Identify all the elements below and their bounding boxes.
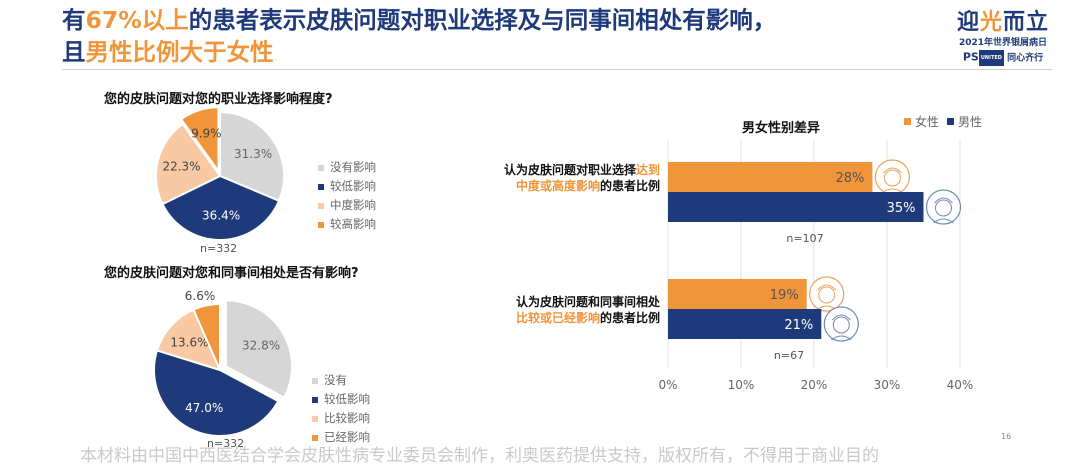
legend-swatch: [318, 202, 324, 209]
logo-main: 迎光而立: [956, 10, 1050, 35]
pie-value-label: 36.4%: [202, 209, 240, 223]
footer-disclaimer: 本材料由中国中西医结合学会皮肤性病专业委员会制作，利奥医药提供支持，版权所有，不…: [80, 446, 879, 466]
legend-label: 男性: [958, 115, 983, 129]
logo-tagline: PS UNITED 同心齐行: [948, 50, 1058, 66]
legend-label: 比较影响: [324, 411, 370, 425]
bar-chart-legend: 女性 男性: [896, 113, 982, 130]
page-number: 16: [1001, 432, 1012, 441]
pie-slice: [161, 174, 281, 241]
bar-chart-gender: 0% 10% 20% 30% 40% 28% 35% n=107 19% 21% n=67: [658, 140, 974, 392]
pie-value-label: 47.0%: [185, 401, 223, 415]
slide-title: 有67%以上的患者表示皮肤问题对职业选择及与同事间相处有影响， 且男性比例大于女…: [62, 4, 932, 68]
pie1-legend: 没有影响较低影响中度影响较高影响: [318, 158, 376, 234]
pie1-title: 您的皮肤问题对您的职业选择影响程度?: [104, 92, 333, 107]
bar-value-label: 35%: [887, 201, 916, 216]
pie-value-label: 22.3%: [162, 159, 200, 173]
pie-chart-coworkers: 32.8% 47.0% 13.6% 6.6%: [153, 289, 294, 437]
legend-item: 较高影响: [318, 215, 376, 234]
female-face-icon: [809, 276, 845, 312]
title-highlight: 男性比例大于女性: [85, 38, 274, 66]
legend-item: 较低影响: [312, 390, 370, 409]
legend-item: 中度影响: [318, 196, 376, 215]
bar: [668, 192, 924, 222]
legend-label: 较低影响: [330, 179, 376, 193]
pie-slice: [153, 349, 280, 437]
legend-swatch: [312, 396, 318, 403]
pie-slice: [179, 106, 220, 175]
bar: [668, 279, 807, 309]
pie-slice: [155, 308, 222, 372]
pie-slice: [225, 299, 294, 399]
pie-slice: [155, 122, 222, 206]
x-tick-label: 40%: [947, 378, 974, 392]
legend-swatch: [312, 415, 318, 422]
bar-chart-title: 男女性别差异: [742, 121, 821, 136]
legend-swatch: [318, 221, 324, 228]
male-face-icon: [925, 189, 962, 225]
x-tick-label: 30%: [874, 378, 901, 392]
legend-swatch: [312, 434, 318, 441]
legend-swatch: [318, 183, 324, 190]
legend-item: 较低影响: [318, 177, 376, 196]
pie1-sample-size: n=332: [200, 242, 238, 255]
sample-size-label: n=107: [786, 232, 823, 245]
bar-group-label-career: 认为皮肤问题对职业选择达到 中度或高度影响的患者比例: [503, 163, 660, 193]
sample-size-label: n=67: [774, 349, 804, 362]
legend-swatch: [947, 118, 955, 125]
pie2-legend: 没有较低影响比较影响已经影响: [312, 371, 370, 447]
legend-label: 较低影响: [324, 392, 370, 406]
pie-value-label: 6.6%: [185, 289, 216, 303]
x-tick-label: 10%: [728, 378, 755, 392]
bar-value-label: 19%: [770, 288, 799, 303]
pie-chart-career: 31.3% 36.4% 22.3% 9.9%: [155, 106, 285, 241]
pie-slice: [192, 302, 221, 371]
pie2-sample-size: n=332: [207, 437, 245, 450]
pie-value-label: 31.3%: [234, 147, 272, 161]
legend-label: 较高影响: [330, 217, 376, 231]
legend-swatch: [318, 164, 324, 171]
legend-item: 没有: [312, 371, 370, 390]
title-divider: [62, 69, 1052, 70]
pie-slice: [219, 110, 285, 203]
pie-value-label: 9.9%: [191, 126, 222, 140]
bar-value-label: 21%: [784, 318, 813, 333]
legend-swatch: [904, 118, 911, 125]
bar: [668, 162, 873, 192]
legend-item: 比较影响: [312, 409, 370, 428]
legend-item: 已经影响: [312, 428, 370, 447]
pie2-title: 您的皮肤问题对您和同事间相处是否有影响?: [104, 266, 359, 281]
pie-value-label: 32.8%: [242, 338, 280, 352]
title-highlight: 67%以上: [85, 6, 189, 34]
bar-value-label: 28%: [835, 171, 864, 186]
legend-label: 没有: [324, 373, 347, 387]
logo-subtitle: 2021年世界银屑病日: [958, 38, 1048, 48]
legend-item: 没有影响: [318, 158, 376, 177]
title-text: 的患者表示皮肤问题对职业选择及与同事间相处有影响，: [188, 6, 777, 34]
legend-label: 没有影响: [330, 160, 376, 174]
x-tick-label: 0%: [658, 378, 677, 392]
title-text: 且: [62, 38, 86, 66]
title-text: 有: [62, 6, 86, 34]
male-face-icon: [823, 306, 859, 342]
female-face-icon: [874, 159, 910, 195]
bar-group-label-coworkers: 认为皮肤问题和同事间相处 比较或已经影响的患者比例: [515, 295, 660, 325]
legend-label: 中度影响: [330, 198, 376, 212]
legend-label: 女性: [915, 115, 940, 129]
pie-value-label: 13.6%: [170, 336, 208, 350]
legend-swatch: [312, 377, 318, 384]
legend-label: 已经影响: [324, 430, 370, 444]
campaign-logo: 迎光而立 2021年世界银屑病日 PS UNITED 同心齐行: [948, 10, 1058, 66]
x-tick-label: 20%: [801, 378, 828, 392]
bar: [668, 309, 822, 339]
